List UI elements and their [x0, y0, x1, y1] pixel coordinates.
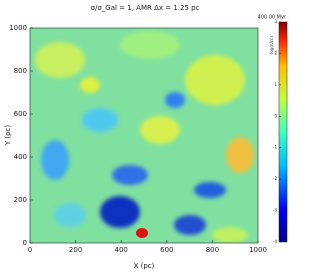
y-tick-label: 200: [14, 196, 27, 204]
y-tick-label: 400: [14, 153, 27, 161]
x-tick-label: 600: [160, 246, 173, 254]
y-tick-label: 800: [14, 67, 27, 75]
plot-frame: [29, 27, 259, 244]
colorbar-tick-label: -1: [273, 145, 277, 150]
colorbar-tick-label: -3: [273, 208, 277, 213]
x-tick-label: 400: [115, 246, 128, 254]
colorbar-tick-label: 0: [274, 113, 277, 118]
x-tick-label: 200: [69, 246, 82, 254]
x-axis-label: X (pc): [134, 262, 155, 270]
y-tick-label: 0: [23, 239, 27, 247]
y-axis-label: Y (pc): [4, 125, 12, 147]
x-tick-label: 1000: [249, 246, 267, 254]
density-map: [30, 28, 258, 243]
colorbar-tick-label: -4: [273, 239, 277, 244]
y-tick-label: 600: [14, 110, 27, 118]
time-annotation: 400.00 Myr: [258, 15, 287, 21]
colorbar-tick-label: 2: [274, 50, 277, 55]
colorbar-tick-label: 3: [274, 19, 277, 24]
figure: σ/σ_Gal = 1, AMR Δx = 1.25 pc 400.00 Myr…: [4, 4, 288, 270]
x-tick-label: 0: [28, 246, 32, 254]
colorbar-tick-label: 1: [274, 82, 277, 87]
colorbar-label: log(n/cc): [269, 36, 274, 54]
chart-title: σ/σ_Gal = 1, AMR Δx = 1.25 pc: [91, 4, 200, 12]
colorbar: [278, 21, 288, 243]
colorbar-tick-label: -2: [273, 176, 277, 181]
x-tick-label: 800: [206, 246, 219, 254]
y-tick-label: 1000: [9, 24, 27, 32]
